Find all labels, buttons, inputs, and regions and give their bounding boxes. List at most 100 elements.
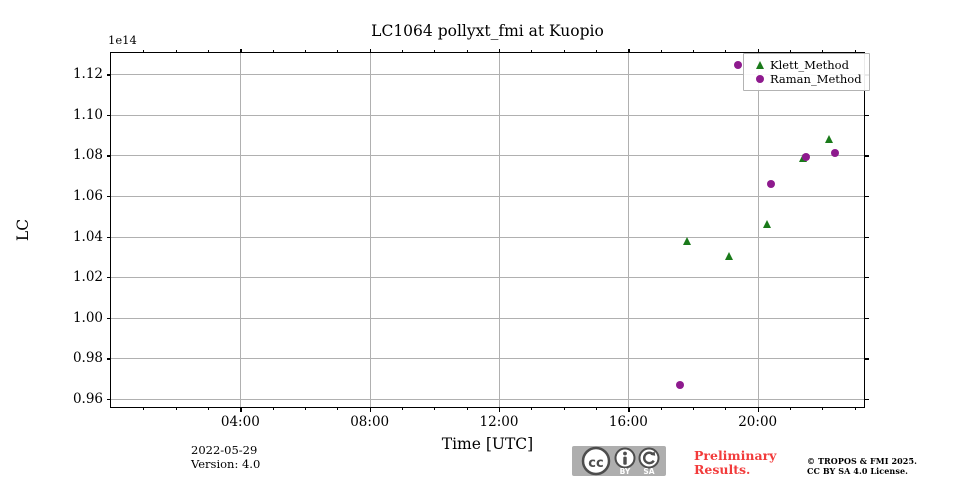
y-tick-mark xyxy=(106,155,111,157)
x-tick-minor xyxy=(531,407,533,410)
x-tick-minor-top xyxy=(693,50,695,53)
y-tick-mark-right xyxy=(864,196,869,198)
cc-sa-text: SA xyxy=(643,467,654,476)
x-tick-mark xyxy=(757,407,759,412)
y-axis-offset-label: 1e14 xyxy=(108,33,137,47)
x-tick-minor xyxy=(822,407,824,410)
data-point-raman-method xyxy=(676,381,685,390)
data-point-raman-method xyxy=(766,179,775,188)
gridline-vertical xyxy=(369,53,371,407)
x-tick-mark xyxy=(499,407,501,412)
y-tick-mark xyxy=(106,277,111,279)
x-tick-minor xyxy=(402,407,404,410)
footer-version-text: Version: 4.0 xyxy=(191,456,261,471)
x-tick-mark-top xyxy=(369,48,371,53)
y-tick-mark xyxy=(106,236,111,238)
x-tick-label: 08:00 xyxy=(350,414,390,430)
gridline-horizontal xyxy=(111,236,864,238)
x-tick-minor-top xyxy=(143,50,145,53)
svg-text:cc: cc xyxy=(588,456,603,471)
x-tick-minor-top xyxy=(208,50,210,53)
triangle-marker-icon xyxy=(750,61,770,69)
y-tick-mark-right xyxy=(864,114,869,117)
page-title: LC1064 pollyxt_fmi at Kuopio xyxy=(371,22,604,40)
x-tick-label: 12:00 xyxy=(479,414,519,430)
x-tick-minor xyxy=(725,407,727,410)
data-point-klett-method xyxy=(824,135,833,144)
y-tick-label: 1.00 xyxy=(72,309,103,326)
chart-legend[interactable]: Klett_Method Raman_Method xyxy=(743,53,870,91)
x-tick-minor xyxy=(660,407,662,410)
y-tick-label: 1.08 xyxy=(72,147,103,164)
x-tick-minor xyxy=(563,407,565,410)
data-point-klett-method xyxy=(763,220,772,228)
x-tick-minor-top xyxy=(466,50,468,53)
creative-commons-badge-icon: cc BY SA xyxy=(570,444,668,478)
preliminary-line-2: Results. xyxy=(694,462,751,477)
preliminary-results-notice: Preliminary Results. xyxy=(694,449,776,477)
y-axis-label-text: LC xyxy=(14,218,32,242)
legend-label-klett: Klett_Method xyxy=(770,58,849,72)
x-tick-minor xyxy=(208,407,210,410)
y-tick-mark-right xyxy=(864,398,869,401)
x-tick-minor xyxy=(337,407,339,410)
x-axis-label: Time [UTC] xyxy=(441,435,534,453)
x-tick-minor-top xyxy=(854,50,856,53)
gridline-horizontal xyxy=(111,74,864,76)
y-tick-mark xyxy=(106,74,111,76)
y-tick-label: 0.96 xyxy=(72,390,103,407)
preliminary-line-1: Preliminary xyxy=(694,448,777,463)
y-tick-mark xyxy=(106,398,111,401)
cc-by-text: BY xyxy=(620,467,631,476)
x-tick-minor xyxy=(272,407,274,410)
x-tick-minor-top xyxy=(402,50,404,53)
y-tick-label: 1.12 xyxy=(72,66,103,83)
x-tick-mark-top xyxy=(757,48,759,53)
x-tick-label: 04:00 xyxy=(220,414,260,430)
x-tick-minor xyxy=(466,407,468,410)
x-tick-mark xyxy=(240,407,242,412)
x-tick-mark xyxy=(369,407,371,412)
footer-date-version: 2022-05-29 Version: 4.0 xyxy=(191,443,261,471)
x-tick-minor xyxy=(790,407,792,410)
x-tick-minor-top xyxy=(725,50,727,53)
x-tick-minor xyxy=(434,407,436,410)
x-tick-minor-top xyxy=(660,50,662,53)
y-tick-label: 0.98 xyxy=(72,350,103,367)
x-tick-minor xyxy=(143,407,145,410)
legend-item-klett[interactable]: Klett_Method xyxy=(750,58,862,72)
x-tick-mark xyxy=(628,407,630,412)
x-tick-mark-top xyxy=(499,48,501,53)
x-tick-label: 16:00 xyxy=(608,414,648,430)
legend-label-raman: Raman_Method xyxy=(770,72,862,86)
gridline-horizontal xyxy=(111,358,864,360)
y-axis-label: LC xyxy=(13,52,33,408)
y-tick-mark xyxy=(106,196,111,198)
gridline-horizontal xyxy=(111,196,864,197)
y-tick-mark-right xyxy=(864,155,869,157)
gridline-vertical xyxy=(628,53,630,407)
y-tick-mark-right xyxy=(864,358,869,360)
gridline-horizontal xyxy=(111,277,864,279)
y-tick-mark xyxy=(106,114,111,117)
gridline-horizontal xyxy=(111,317,864,319)
data-point-klett-method xyxy=(682,237,691,246)
gridline-horizontal xyxy=(111,398,864,400)
x-tick-minor xyxy=(596,407,598,410)
gridline-vertical xyxy=(757,53,759,407)
y-tick-mark-right xyxy=(864,317,869,319)
y-tick-label: 1.04 xyxy=(72,228,103,245)
x-tick-minor xyxy=(175,407,177,410)
x-tick-mark-top xyxy=(240,48,242,53)
data-point-klett-method xyxy=(724,251,733,260)
copyright-line-2: CC BY SA 4.0 License. xyxy=(807,466,909,476)
y-tick-mark-right xyxy=(864,236,869,238)
data-point-raman-method xyxy=(802,153,811,162)
legend-item-raman[interactable]: Raman_Method xyxy=(750,72,862,86)
copyright-notice: © TROPOS & FMI 2025. CC BY SA 4.0 Licens… xyxy=(807,456,917,476)
circle-marker-icon xyxy=(750,75,770,83)
x-tick-minor-top xyxy=(563,50,565,53)
x-tick-label: 20:00 xyxy=(738,414,778,430)
x-tick-minor-top xyxy=(434,50,436,53)
y-tick-label: 1.06 xyxy=(72,188,103,204)
